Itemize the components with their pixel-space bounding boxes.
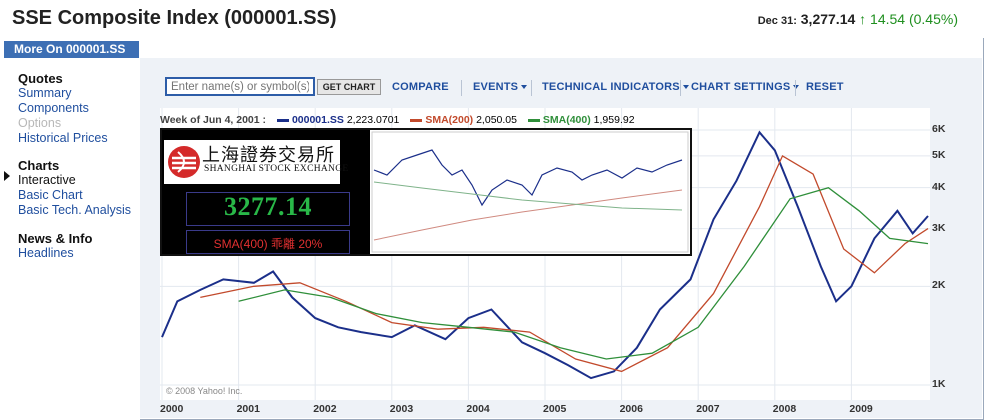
logo-english-name: SHANGHAI STOCK EXCHANGE [204, 164, 349, 174]
y-tick-label: 4K [932, 180, 946, 193]
toolbar-divider [680, 80, 681, 96]
y-tick-label: 2K [932, 279, 946, 292]
x-tick-label: 2007 [696, 403, 720, 415]
value-box [186, 192, 350, 226]
quote-summary: Dec 31: 3,277.14 ↑ 14.54 (0.45%) [758, 11, 958, 27]
sidebar-item-headlines[interactable]: Headlines [18, 246, 74, 260]
events-menu[interactable]: EVENTS [473, 81, 528, 93]
chart-settings-label: CHART SETTINGS [691, 81, 791, 93]
x-tick-label: 2005 [543, 403, 567, 415]
x-tick-label: 2006 [619, 403, 643, 415]
mini-chart-sma200-line [373, 189, 683, 241]
reset-button[interactable]: RESET [806, 81, 844, 93]
sidebar-item-basic-tech-analysis[interactable]: Basic Tech. Analysis [18, 203, 132, 217]
sidebar-item-components[interactable]: Components [18, 101, 89, 115]
sma400-line [238, 186, 929, 360]
sidebar-heading-news: News & Info [18, 231, 93, 246]
mini-chart-svg [371, 131, 689, 253]
chevron-down-icon [793, 85, 800, 90]
sidebar-item-options: Options [18, 116, 62, 130]
quote-change: 14.54 (0.45%) [870, 11, 958, 27]
quote-date: Dec 31: [757, 15, 797, 27]
y-tick-label: 3K [932, 221, 946, 234]
mini-chart-price-line [373, 149, 683, 207]
sidebar-heading-quotes: Quotes [18, 71, 63, 86]
quote-price: 3,277.14 [800, 11, 856, 27]
sidebar-item-interactive[interactable]: Interactive [18, 173, 76, 187]
x-tick-label: 2001 [236, 403, 260, 415]
page-header: SSE Composite Index (000001.SS) Dec 31: … [0, 0, 984, 38]
sidebar-charts-section: Charts Interactive Basic Chart Basic Tec… [18, 158, 131, 218]
up-arrow-icon: ↑ [859, 11, 867, 27]
sma200-line [200, 154, 929, 373]
x-tick-label: 2004 [466, 403, 490, 415]
sidebar-item-summary[interactable]: Summary [18, 86, 72, 100]
sma-deviation-text: SMA(400) 乖離 20% [213, 237, 323, 251]
mini-chart-sma400-line [373, 181, 683, 211]
sidebar-heading-charts: Charts [18, 158, 60, 173]
sidebar-item-basic-chart[interactable]: Basic Chart [18, 188, 83, 202]
more-on-heading: More On 000001.SS [4, 41, 139, 58]
legend-swatch-sma400 [527, 118, 540, 122]
events-label: EVENTS [473, 81, 519, 93]
legend-value-sma400: 1,959.92 [593, 114, 635, 126]
sidebar-item-historical-prices[interactable]: Historical Prices [18, 131, 108, 145]
toolbar-divider [531, 80, 532, 96]
page-title: SSE Composite Index (000001.SS) [12, 7, 337, 29]
sidebar-quotes-section: Quotes Summary Components Options Histor… [18, 71, 108, 146]
legend-swatch-price [276, 118, 289, 122]
exchange-logo [164, 140, 340, 184]
x-tick-label: 2000 [160, 403, 184, 415]
compare-button[interactable]: COMPARE [392, 81, 449, 93]
x-tick-label: 2009 [849, 403, 873, 415]
exchange-logo-icon [168, 146, 200, 178]
toolbar-divider [795, 80, 796, 96]
technical-indicators-menu[interactable]: TECHNICAL INDICATORS [542, 81, 689, 93]
sidebar [0, 38, 140, 420]
price-line [161, 130, 929, 380]
index-value: 3277.14 [224, 192, 312, 221]
get-chart-button[interactable]: GET CHART [317, 79, 381, 95]
x-tick-label: 2008 [772, 403, 797, 415]
legend-value-price: 2,223.0701 [346, 114, 400, 126]
chevron-down-icon [682, 85, 689, 90]
x-tick-label: 2003 [389, 403, 414, 415]
y-tick-label: 1K [932, 378, 946, 390]
legend-value-sma200: 2,050.05 [476, 114, 517, 126]
legend-series-sma400: SMA(400) [542, 114, 591, 126]
legend-week: Week of Jun 4, 2001 : [160, 114, 267, 126]
mini-chart-frame [371, 131, 689, 253]
current-page-arrow-icon [4, 171, 10, 181]
logo-chinese-name: 上海證券交易所 [202, 145, 335, 166]
legend-series-sma200: SMA(200) [425, 114, 474, 126]
sidebar-news-section: News & Info Headlines [18, 231, 92, 261]
y-tick-label: 6K [932, 122, 946, 135]
chart-settings-menu[interactable]: CHART SETTINGS [691, 81, 800, 93]
toolbar-divider [461, 80, 462, 96]
x-tick-label: 2002 [313, 403, 337, 415]
legend-swatch-sma200 [410, 118, 423, 122]
sma-box [186, 230, 350, 254]
technical-indicators-label: TECHNICAL INDICATORS [542, 81, 680, 93]
symbol-search-input[interactable] [165, 77, 315, 96]
legend-series-price: 000001.SS [291, 114, 344, 126]
y-tick-label: 5K [932, 148, 946, 161]
chevron-down-icon [521, 85, 528, 90]
chart-legend: Week of Jun 4, 2001 : 000001.SS 2,223.07… [160, 114, 635, 126]
copyright-text: © 2008 Yahoo! Inc. [166, 386, 243, 396]
